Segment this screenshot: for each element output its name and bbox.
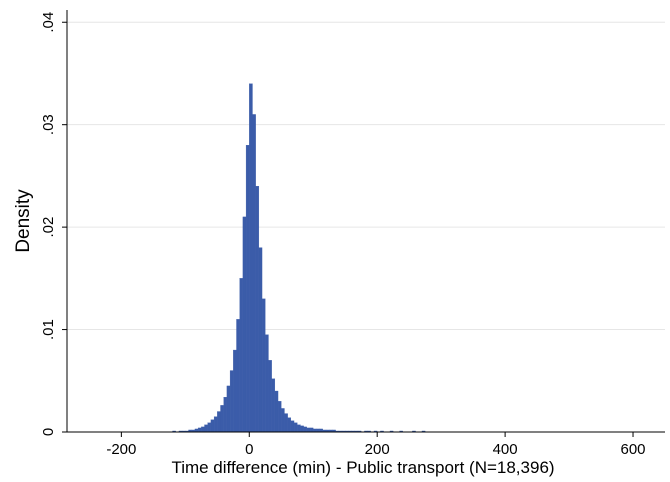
bar [217, 411, 221, 433]
bar [265, 334, 269, 433]
bar [226, 385, 231, 433]
y-tick-label: .02 [40, 217, 57, 238]
bar [274, 390, 279, 433]
bar [293, 422, 298, 433]
bar [252, 114, 256, 433]
bar [197, 427, 202, 433]
bar [233, 349, 237, 433]
bar [281, 408, 285, 433]
bar [309, 427, 314, 433]
bar [306, 427, 311, 433]
x-tick-label: 0 [245, 441, 253, 458]
x-axis-label: Time difference (min) - Public transport… [171, 458, 554, 477]
bar [297, 424, 301, 433]
bar [210, 419, 215, 433]
bar [255, 185, 260, 433]
bar [201, 426, 205, 433]
bar [223, 397, 228, 433]
bar [245, 145, 250, 433]
bar [277, 401, 282, 433]
bar [242, 216, 247, 433]
x-tick-label: 400 [493, 441, 518, 458]
bar [287, 417, 292, 433]
bar [249, 83, 253, 433]
bar [258, 247, 263, 433]
bar [207, 422, 212, 433]
y-tick-label: .03 [40, 114, 57, 135]
bar [220, 405, 224, 433]
bar [204, 424, 208, 433]
y-axis-label: Density [13, 189, 34, 253]
y-tick-label: 0 [40, 428, 57, 436]
x-tick-label: 600 [621, 441, 646, 458]
bar [239, 278, 244, 433]
x-tick-label: -200 [106, 441, 136, 458]
y-tick-label: .01 [40, 319, 57, 340]
x-tick-label: 200 [365, 441, 390, 458]
bar [303, 426, 307, 433]
bar [271, 378, 276, 433]
bar [300, 425, 304, 433]
bar [261, 298, 266, 433]
bar [290, 420, 295, 433]
bar [229, 370, 234, 433]
bar [213, 416, 218, 433]
bar [268, 360, 272, 433]
bar [236, 319, 240, 433]
y-tick-label: .04 [40, 12, 57, 33]
bar [284, 413, 288, 433]
